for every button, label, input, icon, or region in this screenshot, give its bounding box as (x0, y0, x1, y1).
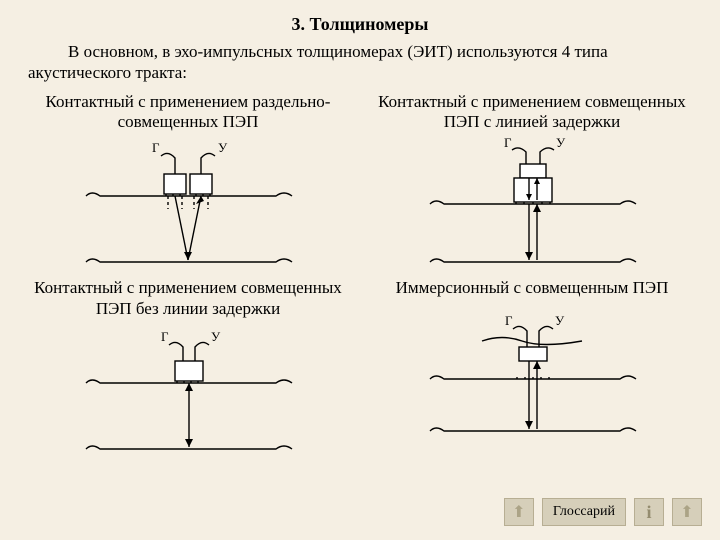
cell-4: Иммерсионный с совмещенным ПЭП (372, 278, 692, 461)
nav-up-button-2[interactable]: ⬆ (672, 498, 702, 526)
label-u: У (556, 135, 566, 150)
caption-3: Контактный с применением совмещенных ПЭП… (28, 278, 348, 319)
caption-1: Контактный с применением раздельно-совме… (28, 92, 348, 133)
glossary-button[interactable]: Глоссарий (542, 498, 626, 526)
info-icon: i (646, 502, 651, 523)
label-g: Г (161, 329, 169, 344)
diagram-grid: Контактный с применением раздельно-совме… (28, 92, 692, 462)
label-g: Г (504, 135, 512, 150)
diagram-2: Г У (372, 134, 692, 274)
label-g: Г (152, 140, 160, 155)
label-u: У (211, 329, 221, 344)
intro-paragraph: В основном, в эхо-импульсных толщиномера… (28, 41, 692, 84)
nav-up-button[interactable]: ⬆ (504, 498, 534, 526)
info-button[interactable]: i (634, 498, 664, 526)
caption-2: Контактный с применением совмещенных ПЭП… (372, 92, 692, 133)
cell-1: Контактный с применением раздельно-совме… (28, 92, 348, 275)
caption-4: Иммерсионный с совмещенным ПЭП (372, 278, 692, 298)
diagram-3: Г У (28, 321, 348, 461)
section-heading: 3. Толщиномеры (28, 14, 692, 35)
cell-3: Контактный с применением совмещенных ПЭП… (28, 278, 348, 461)
diagram-1: Г У (28, 134, 348, 274)
cell-2: Контактный с применением совмещенных ПЭП… (372, 92, 692, 275)
footer-nav: ⬆ Глоссарий i ⬆ (504, 498, 702, 526)
label-g: Г (505, 313, 513, 328)
label-u: У (555, 313, 565, 328)
arrow-up-icon: ⬆ (680, 502, 693, 522)
diagram-4: Г У (372, 301, 692, 441)
arrow-up-icon: ⬆ (512, 502, 525, 522)
label-u: У (218, 140, 228, 155)
